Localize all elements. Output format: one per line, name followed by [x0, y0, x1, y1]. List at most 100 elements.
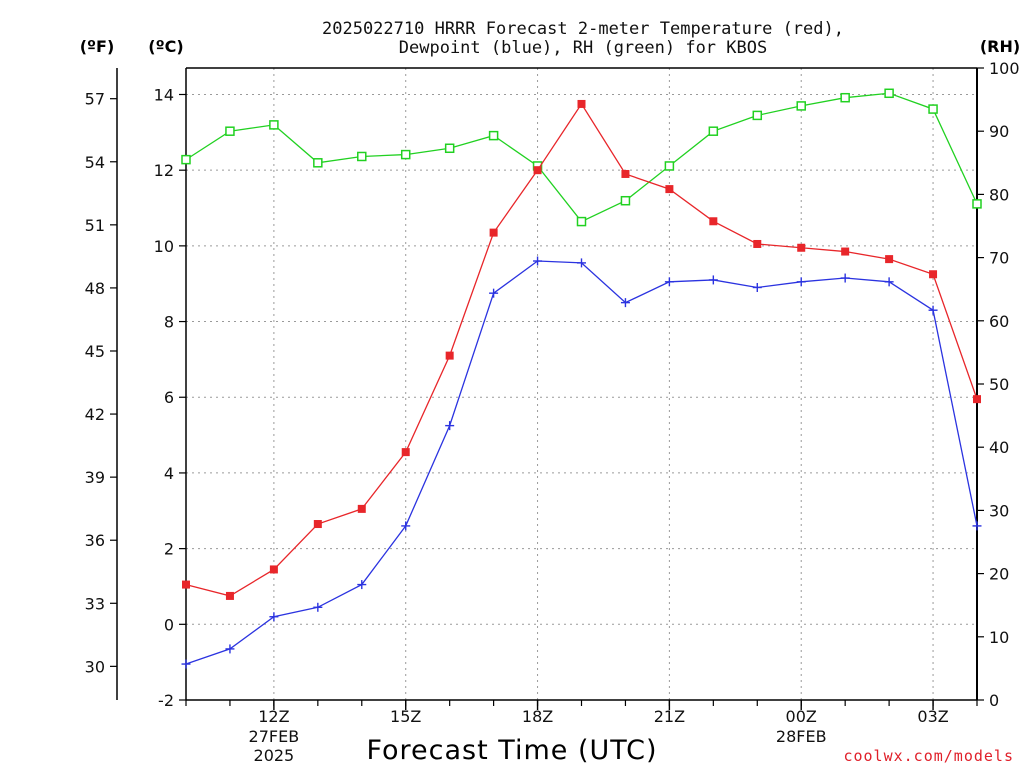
grid-lines [186, 68, 977, 700]
rh-point [796, 101, 806, 111]
rh-tick-label: 100 [989, 59, 1020, 78]
rh-point [840, 92, 850, 103]
chart-title-line1: 2025022710 HRRR Forecast 2-meter Tempera… [322, 19, 844, 39]
dewpoint-point [357, 580, 367, 590]
x-tick-label: 12Z [258, 707, 289, 726]
x-tick-label: 18Z [522, 707, 553, 726]
fahrenheit-tick-label: 39 [85, 468, 105, 487]
x-tick-label: 15Z [390, 707, 421, 726]
x-tick-sublabel: 28FEB [776, 727, 827, 746]
rh-point [357, 151, 367, 162]
rh-point [620, 195, 631, 206]
dewpoint-point [533, 256, 543, 266]
fahrenheit-tick-label: 30 [85, 657, 105, 676]
temperature-point [929, 270, 938, 279]
fahrenheit-tick-label: 57 [85, 90, 105, 109]
rh-point [313, 158, 323, 168]
temperature-point [401, 448, 410, 457]
dewpoint-point [401, 521, 411, 531]
x-tick-label: 03Z [917, 707, 948, 726]
x-tick-sublabel: 27FEB [249, 727, 300, 746]
celsius-tick-label: 4 [164, 464, 174, 483]
temperature-point [973, 395, 981, 404]
temperature-point [577, 99, 586, 108]
rh-tick-label: 30 [989, 501, 1009, 520]
x-tick-label: 00Z [786, 707, 817, 726]
celsius-tick-label: -2 [158, 691, 174, 710]
temperature-point [753, 239, 762, 248]
celsius-tick-label: 0 [164, 615, 174, 634]
temperature-point [313, 520, 322, 529]
fahrenheit-tick-label: 54 [85, 153, 105, 172]
rh-point [752, 110, 763, 121]
dewpoint-point [796, 277, 806, 287]
dewpoint-point [664, 277, 674, 287]
rh-point [400, 149, 411, 160]
dewpoint-point [445, 421, 455, 431]
temperature-point [445, 351, 454, 360]
celsius-unit-label: (ºC) [148, 37, 183, 56]
temperature-point [841, 247, 850, 256]
rh-tick-label: 20 [989, 565, 1009, 584]
rh-tick-label: 40 [989, 438, 1009, 457]
rh-point [576, 216, 587, 227]
axes [110, 67, 984, 710]
rh-point [488, 130, 499, 141]
rh-point [708, 126, 719, 136]
rh-point [225, 126, 235, 136]
dewpoint-point [752, 282, 762, 292]
x-axis-title: Forecast Time (UTC) [366, 735, 657, 766]
rh-point [972, 199, 982, 209]
fahrenheit-tick-label: 33 [85, 594, 105, 613]
temperature-line [185, 102, 978, 597]
rh-tick-label: 10 [989, 628, 1009, 647]
data-series [181, 88, 982, 669]
rh-point [928, 104, 938, 114]
rh-point [884, 88, 894, 99]
rh-point [664, 161, 675, 171]
rh-line [185, 92, 978, 223]
rh-point [269, 120, 279, 130]
fahrenheit-tick-label: 42 [85, 405, 105, 424]
dewpoint-point [489, 288, 499, 298]
celsius-tick-label: 2 [164, 540, 174, 559]
rh-point [181, 154, 191, 165]
chart-title-line2: Dewpoint (blue), RH (green) for KBOS [399, 38, 767, 58]
celsius-tick-label: 14 [154, 85, 174, 104]
fahrenheit-tick-label: 45 [85, 342, 105, 361]
fahrenheit-tick-label: 36 [85, 531, 105, 550]
fahrenheit-tick-label: 51 [85, 216, 105, 235]
temperature-point [885, 255, 894, 264]
rh-tick-label: 0 [989, 691, 999, 710]
rh-point [444, 143, 455, 154]
rh-tick-label: 70 [989, 249, 1009, 268]
temperature-point [709, 217, 718, 226]
rh-tick-label: 50 [989, 375, 1009, 394]
rh-tick-label: 90 [989, 122, 1009, 141]
dewpoint-point [225, 644, 235, 654]
temperature-point [665, 185, 674, 194]
temperature-point [797, 243, 806, 252]
rh-tick-label: 80 [989, 185, 1009, 204]
dewpoint-point [972, 521, 982, 531]
credit-text[interactable]: coolwx.com/models [843, 747, 1014, 765]
x-tick-label: 21Z [654, 707, 685, 726]
fahrenheit-tick-label: 48 [85, 279, 105, 298]
dewpoint-point [708, 275, 718, 285]
celsius-tick-label: 6 [164, 388, 174, 407]
celsius-tick-label: 10 [154, 237, 174, 256]
dewpoint-point [269, 612, 279, 622]
dewpoint-point [313, 602, 323, 612]
temperature-point [269, 565, 278, 574]
rh-unit-label: (RH) [980, 37, 1020, 56]
fahrenheit-unit-label: (ºF) [80, 37, 115, 56]
temperature-point [182, 580, 190, 589]
rh-tick-label: 60 [989, 312, 1009, 331]
temperature-point [533, 166, 542, 175]
dewpoint-point [884, 277, 894, 287]
x-tick-sublabel: 2025 [254, 746, 295, 765]
celsius-tick-label: 12 [154, 161, 174, 180]
dewpoint-point [620, 298, 630, 308]
celsius-tick-label: 8 [164, 313, 174, 332]
